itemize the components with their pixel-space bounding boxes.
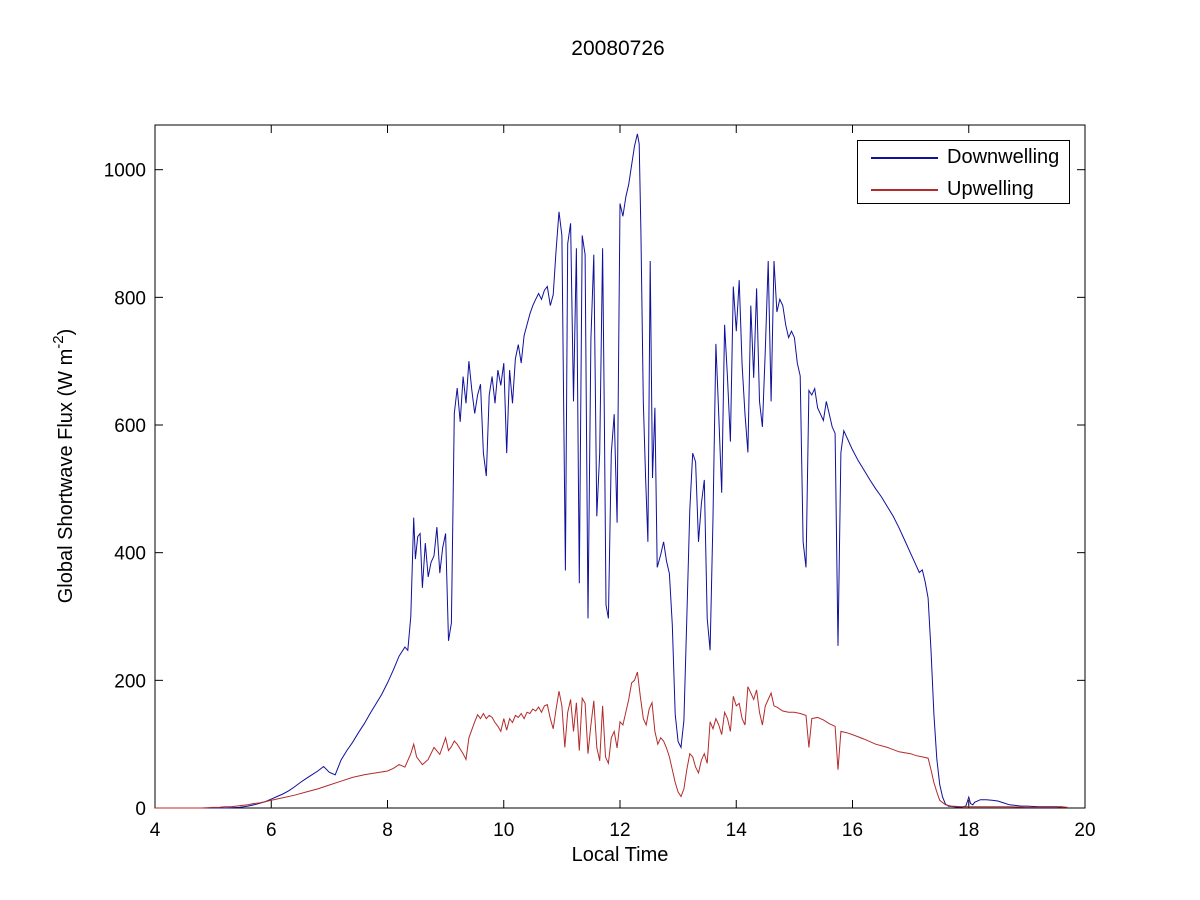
downwelling-series-line xyxy=(155,133,1062,809)
legend-label-upwelling: Upwelling xyxy=(947,178,1034,200)
x-tick-label: 8 xyxy=(382,820,393,841)
y-axis-label-main: Global Shortwave Flux (W m xyxy=(55,349,77,604)
x-tick-label: 20 xyxy=(1074,820,1095,841)
y-tick-label: 1000 xyxy=(104,161,146,182)
upwelling-series-line xyxy=(155,671,1068,809)
legend-entry-upwelling: Upwelling xyxy=(858,174,1069,205)
series-lines xyxy=(155,133,1068,809)
chart-title: 20080726 xyxy=(571,37,664,60)
y-tick-label: 800 xyxy=(114,288,146,309)
y-tick-label: 0 xyxy=(135,799,146,820)
x-tick-label: 6 xyxy=(266,820,277,841)
y-tick-label: 400 xyxy=(114,544,146,565)
x-tick-label: 18 xyxy=(958,820,979,841)
y-axis-label-close: ) xyxy=(55,329,77,336)
legend-entry-downwelling: Downwelling xyxy=(858,142,1069,173)
legend-label-downwelling: Downwelling xyxy=(947,146,1060,168)
y-axis-label-superscript: -2 xyxy=(50,335,67,348)
y-axis-label: Global Shortwave Flux (W m-2) xyxy=(50,329,77,604)
x-tick-label: 12 xyxy=(609,820,630,841)
x-tick-label: 14 xyxy=(726,820,748,841)
x-tick-label: 16 xyxy=(842,820,863,841)
y-tick-label: 200 xyxy=(114,671,146,692)
downwelling-line-sample xyxy=(871,156,938,159)
upwelling-line-sample xyxy=(871,188,938,191)
y-tick-label: 600 xyxy=(114,416,146,437)
legend: Downwelling Upwelling xyxy=(857,140,1070,204)
x-tick-label: 4 xyxy=(150,820,161,841)
x-axis-label: Local Time xyxy=(572,844,669,866)
x-tick-label: 10 xyxy=(493,820,514,841)
